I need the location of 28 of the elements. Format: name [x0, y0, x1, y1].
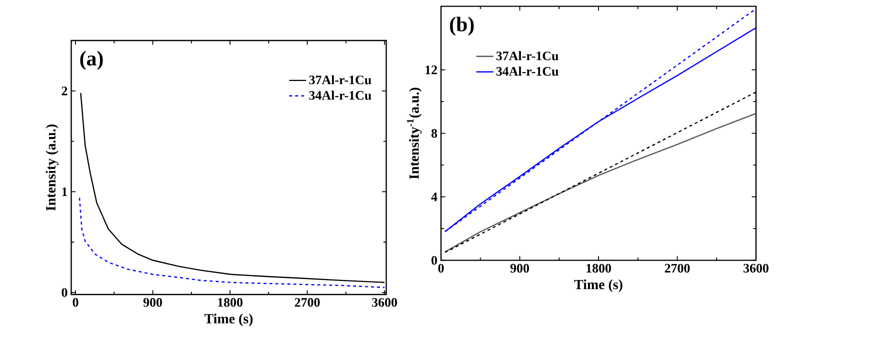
y-axis-title: Intensity$^{-1}$(a.u.) [407, 88, 422, 180]
x-tick-label: 0 [438, 264, 444, 273]
x-tick-label: 0 [72, 298, 78, 307]
y-tick-label: 2 [62, 86, 68, 96]
x-tick-label: 1800 [218, 298, 242, 307]
y-tick-label: 0 [62, 288, 68, 297]
x-tick-label: 3600 [744, 264, 768, 273]
chart-title: (b) [450, 16, 474, 36]
x-tick-label: 1800 [586, 264, 611, 273]
y-axis-title: Intensity (a.u.) [46, 124, 58, 211]
legend-label: 34Al-r-1Cu [309, 90, 372, 100]
y-tick-label: 1 [62, 187, 68, 196]
x-tick-label: 900 [510, 264, 529, 273]
legend-label: 37Al-r-1Cu [496, 51, 558, 60]
x-tick-label: 3600 [372, 298, 397, 307]
y-tick-label: 12 [426, 66, 437, 74]
x-tick-label: 2700 [664, 264, 690, 273]
y-tick-label: 0 [432, 256, 437, 265]
line-series [78, 197, 386, 288]
x-axis-title: Time (s) [574, 279, 622, 292]
legend-label: 37Al-r-1Cu [309, 75, 372, 84]
x-axis-title: Time (s) [204, 314, 253, 326]
x-tick-label: 2700 [294, 298, 320, 307]
chart-title: (a) [80, 50, 103, 70]
y-tick-label: 8 [431, 128, 438, 138]
y-tick-label: 4 [431, 192, 438, 202]
x-tick-label: 900 [143, 298, 162, 307]
legend-label: 34Al-r-1Cu [496, 66, 558, 76]
